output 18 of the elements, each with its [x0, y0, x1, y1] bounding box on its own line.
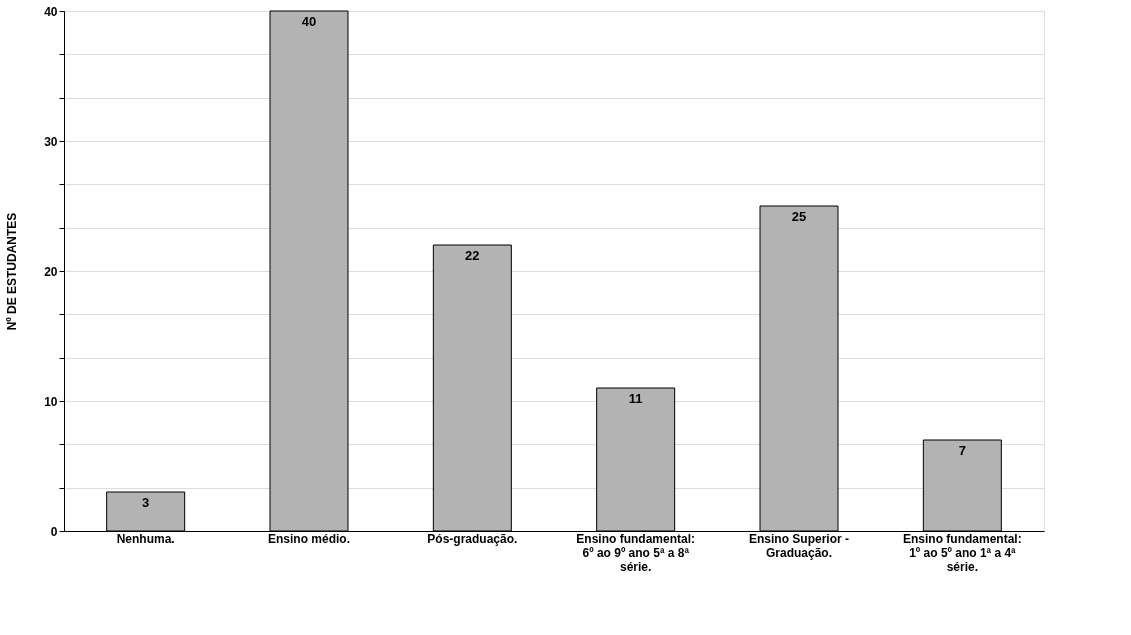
data-label: 22: [465, 248, 480, 263]
y-tick-label: 10: [44, 394, 58, 409]
x-tick-label: Nenhuma.: [116, 531, 175, 546]
data-label: 11: [628, 391, 643, 406]
x-tick-label: Ensino médio.: [267, 531, 351, 546]
x-tick-label: Ensino fundamental: 1º ao 5º ano 1ª a 4ª série.: [903, 531, 1022, 574]
y-tick-label: 30: [44, 134, 58, 149]
x-tick-label: Pós-graduação.: [427, 531, 518, 546]
x-tick-label: Ensino Superior - Graduação.: [748, 531, 850, 560]
y-axis-title: Nº DE ESTUDANTES: [5, 212, 20, 331]
data-label: 25: [791, 209, 807, 224]
data-label: 7: [958, 443, 966, 458]
y-tick-label: 20: [44, 264, 58, 279]
y-tick-label: 40: [44, 4, 58, 19]
x-tick-label: Ensino fundamental: 6º ao 9º ano 5ª a 8ª série.: [576, 531, 695, 574]
y-tick-label: 0: [50, 524, 58, 539]
data-label: 40: [301, 14, 317, 29]
data-label: 3: [142, 495, 150, 510]
